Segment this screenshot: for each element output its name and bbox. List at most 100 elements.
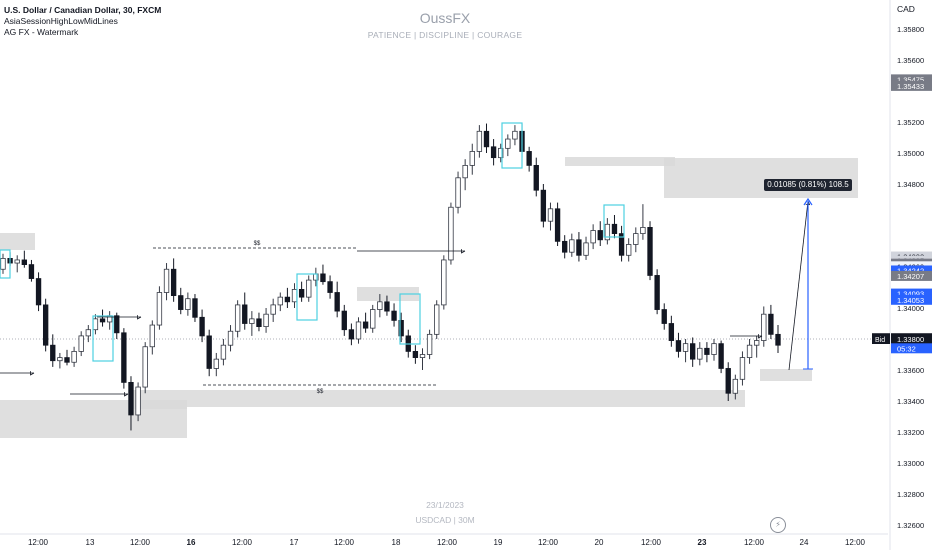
time-tick-label: 12:00 (641, 538, 662, 547)
candle-body (654, 275, 660, 310)
time-tick-label: 12:00 (28, 538, 49, 547)
price-tick-label: 1.33400 (897, 397, 924, 406)
candle-body (178, 295, 184, 310)
candle-body (149, 324, 155, 348)
time-tick-label: 12:00 (744, 538, 765, 547)
candle-body (355, 321, 362, 340)
price-label: 1.35433 (897, 82, 924, 91)
candle-body (775, 333, 781, 346)
time-axis[interactable]: 12:00 13 12:00 16 12:00 17 12:00 18 12:00 19 12:00… (0, 533, 888, 547)
candle-body (711, 343, 717, 355)
indicator-watermark[interactable]: AG FX - Watermark (4, 27, 79, 37)
price-tick-label: 1.34800 (897, 180, 924, 189)
candle-body (611, 223, 618, 235)
arrow-head (758, 334, 763, 339)
watermark-symbol: USDCAD | 30M (415, 515, 475, 525)
watermark-title: OussFX (419, 10, 471, 26)
symbol-title[interactable]: U.S. Dollar / Canadian Dollar, 30, FXCM (4, 5, 162, 15)
supply-demand-zones (0, 157, 858, 438)
time-tick-label: 16 (187, 538, 196, 547)
price-label-bg (891, 74, 932, 85)
candle-body (320, 273, 326, 283)
candle-body (576, 239, 582, 256)
candle-body (256, 318, 262, 328)
candle-body (739, 357, 746, 380)
price-label: 1.34093 (897, 290, 924, 299)
candle-body (170, 268, 177, 297)
candle-body (668, 323, 675, 341)
candle-body (697, 347, 703, 360)
candle-body (647, 226, 653, 276)
candle-body (277, 296, 283, 306)
candle-body (682, 343, 689, 352)
candle-body (398, 319, 404, 337)
candle-body (306, 279, 312, 298)
candle-body (362, 321, 369, 329)
price-tag-label: Bid (875, 337, 885, 344)
candle-body (505, 138, 511, 149)
price-label-bg (891, 80, 932, 91)
price-label: 1.33800 (897, 335, 924, 344)
candle-body (291, 288, 298, 303)
candle-body (85, 329, 91, 337)
liquidity-label-high: $$ (254, 241, 261, 247)
price-label: 1.35475 (897, 75, 924, 84)
candlestick-series (0, 123, 781, 431)
time-tick-label: 12:00 (334, 538, 355, 547)
candle-body (213, 358, 219, 369)
candle-body (441, 259, 447, 306)
candle-body (14, 259, 20, 264)
measure-head (803, 197, 813, 206)
zone-rect (130, 401, 187, 409)
candle-body (71, 350, 77, 363)
candle-body (761, 313, 767, 341)
candle-body (675, 340, 682, 352)
candle-body (547, 208, 554, 222)
tradingview-logo-icon[interactable]: ⚡ (770, 517, 786, 533)
price-tick-label: 1.32800 (897, 490, 924, 499)
price-tick-label: 1.35800 (897, 25, 924, 34)
candle-body (391, 310, 397, 321)
time-tick-label: 20 (595, 538, 604, 547)
indicator-asia-session[interactable]: AsiaSessionHighLowMidLines (4, 16, 118, 26)
candle-body (206, 335, 212, 369)
price-axis[interactable]: 1.32600 1.32800 1.33000 1.33200 1.33400 1.336… (872, 0, 932, 550)
price-tick-label: 1.35000 (897, 149, 924, 158)
candle-body (114, 315, 120, 334)
fvg-box (296, 273, 318, 321)
candle-body (661, 309, 667, 324)
drawing-layer: $$ $$ (0, 122, 813, 397)
price-tick-label: 1.32600 (897, 521, 924, 530)
candle-body (327, 281, 333, 293)
candle-body (21, 259, 28, 266)
candle-body (42, 304, 49, 346)
zone-rect (0, 233, 35, 250)
candle-body (490, 146, 497, 159)
candle-body (135, 386, 141, 416)
time-tick-label: 12:00 (232, 538, 253, 547)
price-label-bg (891, 334, 932, 344)
candle-body (0, 257, 6, 270)
candle-body (426, 333, 433, 355)
currency-label[interactable]: CAD (897, 4, 915, 14)
time-tick-label: 24 (800, 538, 809, 547)
candle-body (753, 340, 760, 346)
candle-body (227, 330, 234, 346)
candle-body (597, 230, 603, 241)
candle-body (249, 318, 255, 324)
fvg-box (603, 204, 625, 238)
candle-body (483, 130, 490, 148)
candle-body (185, 298, 191, 310)
candle-body (128, 381, 134, 416)
price-label: 05:32 (897, 344, 916, 353)
candle-body (476, 130, 483, 152)
candle-body (626, 244, 632, 256)
candle-body (121, 332, 127, 383)
time-tick-label: 23 (698, 538, 707, 547)
measure-label: 0.01085 (0.81%) 108.5 (764, 179, 852, 191)
arrow-head (137, 315, 142, 320)
price-label: 1.34053 (897, 296, 924, 305)
time-tick-label: 12:00 (130, 538, 151, 547)
time-tick-label: 12:00 (538, 538, 559, 547)
